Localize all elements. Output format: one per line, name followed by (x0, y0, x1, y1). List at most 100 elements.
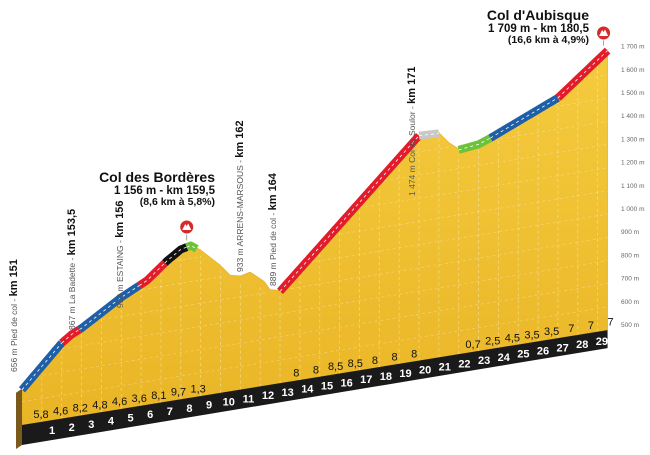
km-marker-label: 5 (127, 412, 133, 424)
gradient-label: 8,2 (73, 403, 88, 415)
altitude-tick-label: 900 m (621, 229, 639, 236)
summit-name: Col des Bordères (99, 169, 215, 185)
altitude-gridline (21, 306, 608, 403)
km-marker-label: 28 (576, 339, 588, 351)
gradient-label: 2,5 (485, 336, 500, 348)
waypoint-place: 933 m ARRENS-MARSOUS (235, 165, 245, 272)
km-marker-label: 14 (301, 384, 314, 396)
road-centerline (21, 342, 63, 391)
km-marker-label: 23 (478, 355, 490, 367)
km-marker-label: 1 (49, 425, 55, 437)
gradient-label: 7 (607, 317, 613, 329)
gradient-label: 8 (313, 364, 319, 376)
mountain-glyph-icon (599, 29, 609, 36)
summit-col-d-aubisque: Col d'Aubisque 1 709 m - km 180,5 (16,6 … (487, 8, 589, 46)
altitude-tick-label: 1 200 m (621, 160, 645, 167)
altitude-gridline (61, 260, 608, 350)
km-marker-label: 21 (439, 361, 451, 373)
km-marker-label: 19 (399, 368, 411, 380)
road-segment (416, 129, 441, 140)
gradient-label: 1,3 (190, 383, 205, 395)
gradient-label: 3,6 (132, 393, 147, 405)
waypoint-km: km 153,5 (66, 208, 78, 256)
road-segment (136, 260, 168, 290)
gradient-label: 3,5 (524, 329, 539, 341)
waypoint-place: 999 m ESTAING (115, 245, 125, 308)
km-marker-label: 29 (596, 336, 608, 348)
gradient-label: 0,7 (465, 339, 480, 351)
road-centerline (164, 246, 187, 264)
km-marker-label: 26 (537, 346, 549, 358)
km-marker-label: 17 (360, 374, 372, 386)
waypoint-place: 867 m La Badette (67, 262, 77, 330)
waypoint-km: km 156 (114, 200, 126, 238)
gradient-label: 7 (588, 320, 594, 332)
road-centerline (79, 285, 140, 330)
km-marker-label: 2 (69, 422, 75, 434)
gradient-label: 3,5 (544, 326, 559, 338)
altitude-tick-label: 1 100 m (621, 183, 645, 190)
summit-altitude: 1 709 m - km 180,5 (487, 22, 589, 35)
waypoint-label: 1 474 m Col du Soulor - km 171 (406, 66, 418, 196)
km-marker-label: 24 (498, 352, 511, 364)
road-segment (184, 241, 199, 253)
summit-gradient: (8,6 km à 5,8%) (139, 195, 215, 208)
gradient-label: 5,8 (33, 409, 48, 421)
waypoint-place: 889 m Pied de col (268, 217, 278, 286)
km-marker-label: 13 (282, 387, 294, 399)
gradient-label: 8 (372, 355, 378, 367)
gradient-label: 8 (411, 348, 417, 360)
waypoint-label: 656 m Pied de col - km 151 (8, 259, 20, 372)
altitude-gridline (36, 283, 608, 377)
altitude-tick-label: 500 m (621, 322, 639, 329)
gradient-label: 8 (391, 352, 397, 364)
gradient-label: 8,1 (151, 390, 166, 402)
km-marker-label: 7 (167, 406, 173, 418)
gradient-label: 8 (293, 368, 299, 380)
km-marker-label: 10 (223, 396, 235, 408)
km-marker-label: 20 (419, 365, 431, 377)
gradient-label: 4,5 (505, 333, 520, 345)
waypoint-label: 889 m Pied de col - km 164 (267, 173, 279, 286)
summit-col-des-borderes: Col des Bordères 1 156 m - km 159,5 (8,6… (99, 170, 215, 208)
km-marker-label: 3 (88, 419, 94, 431)
altitude-gridline (404, 146, 449, 155)
altitude-tick-label: 700 m (621, 276, 639, 283)
altitude-gridline (309, 213, 608, 263)
summit-altitude: 1 156 m - km 159,5 (113, 184, 215, 197)
altitude-tick-label: 1 400 m (621, 113, 645, 120)
km-marker-label: 25 (517, 349, 529, 361)
altitude-gridline (488, 120, 608, 141)
km-marker-label: 8 (186, 403, 192, 415)
altitude-gridline (384, 144, 608, 182)
terrain-side-face (16, 388, 22, 449)
waypoint-km: km 151 (8, 259, 20, 297)
altitude-tick-label: 1 300 m (621, 136, 645, 143)
road-centerline (490, 97, 559, 139)
km-marker-label: 18 (380, 371, 392, 383)
altitude-gridline (582, 74, 608, 80)
km-marker-label: 4 (108, 416, 115, 428)
base-band (22, 330, 608, 445)
gradient-label: 4,6 (112, 396, 127, 408)
summit-gradient: (16,6 km à 4,9%) (507, 33, 589, 46)
waypoint-label: 933 m ARRENS-MARSOUS - km 162 (234, 120, 246, 272)
road-segment (555, 47, 611, 101)
altitude-gridline (543, 97, 608, 109)
waypoint-km: km 162 (234, 120, 246, 158)
altitude-tick-label: 1 500 m (621, 90, 645, 97)
waypoint-label: 999 m ESTAING - km 156 (114, 200, 126, 308)
waypoint-place: 1 474 m Col du Soulor (407, 111, 417, 196)
road-centerline (61, 329, 80, 344)
waypoint-label: 867 m La Badette - km 153,5 (66, 208, 78, 330)
gradient-label: 9,7 (171, 387, 186, 399)
waypoint-km: km 171 (406, 66, 418, 104)
km-marker-label: 12 (262, 390, 274, 402)
km-marker-label: 22 (458, 358, 470, 370)
waypoint-place: 656 m Pied de col (9, 303, 19, 372)
gradient-label: 8,5 (328, 361, 343, 373)
mountain-glyph-icon (182, 223, 192, 230)
altitude-tick-label: 1 600 m (621, 67, 645, 74)
gradient-label: 4,8 (92, 399, 107, 411)
